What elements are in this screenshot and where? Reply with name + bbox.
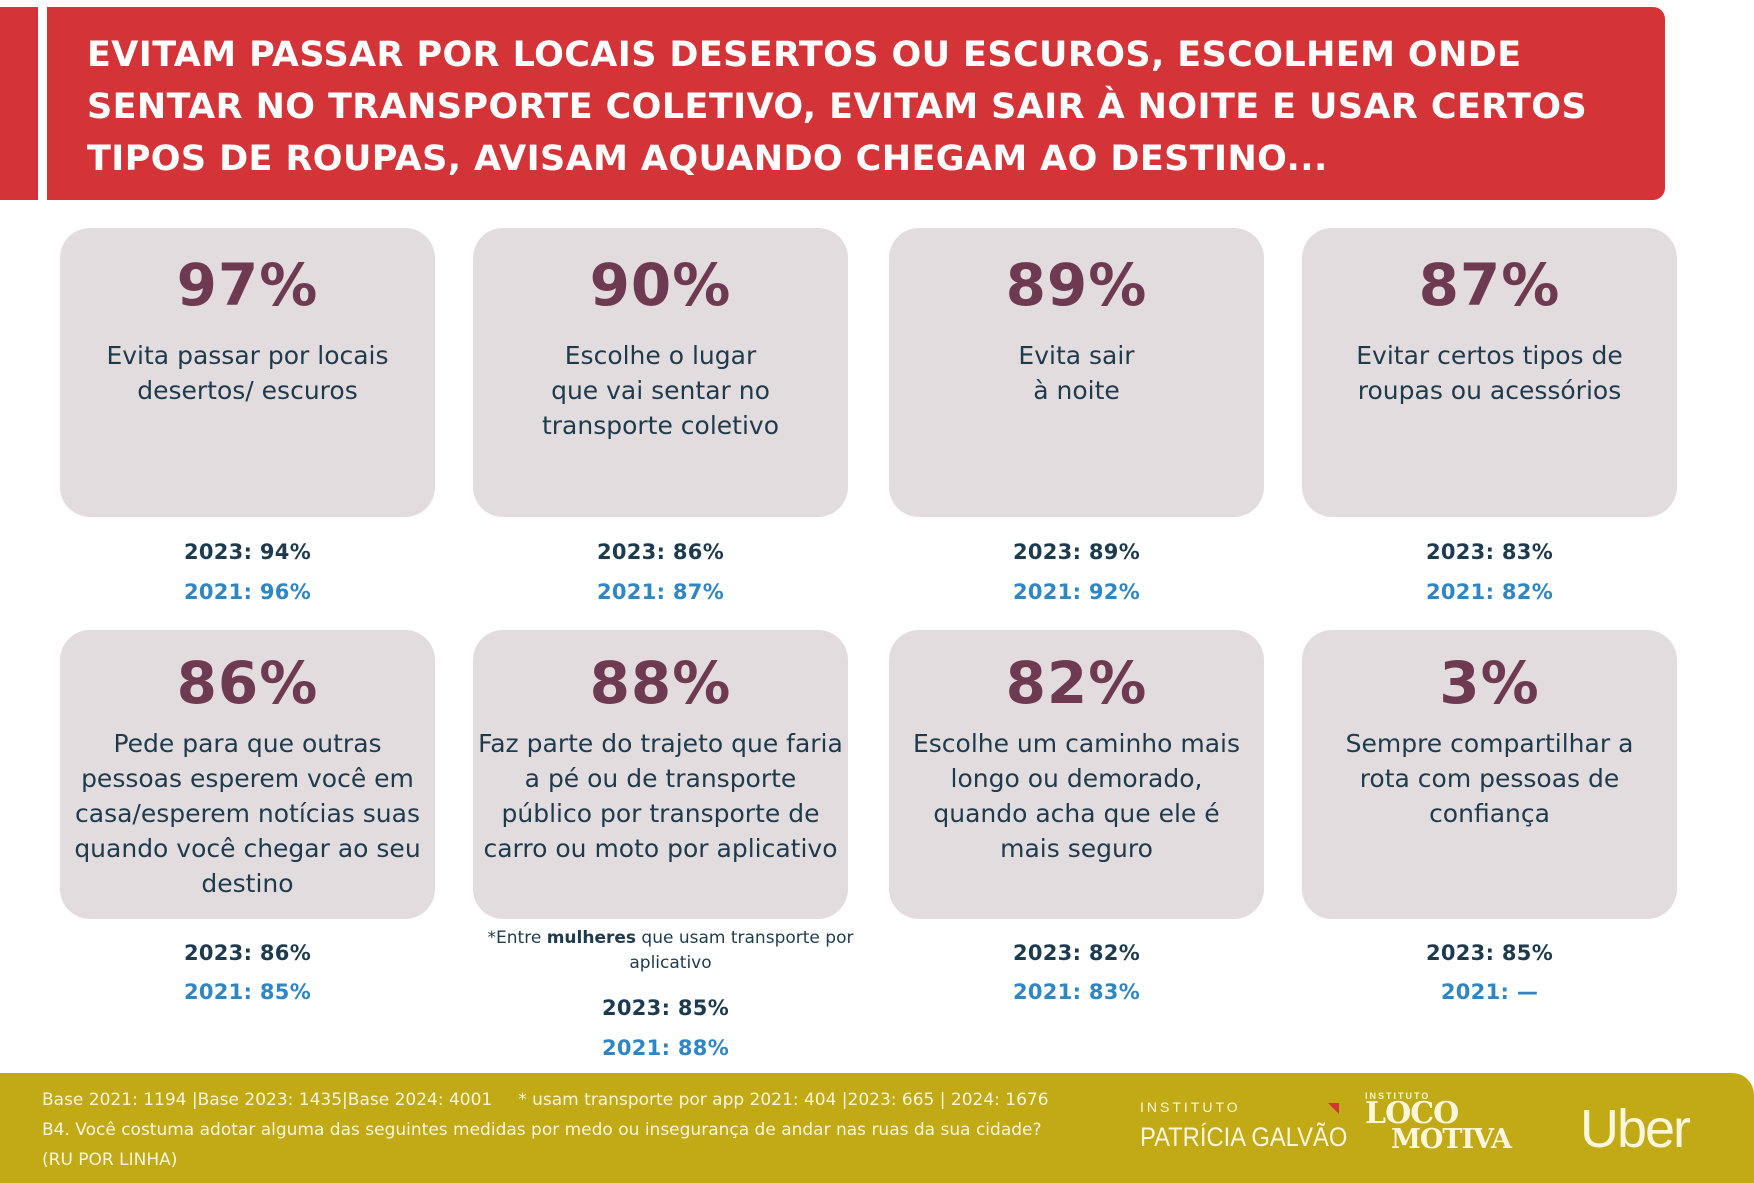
stat-description: Escolhe um caminho mais longo ou demorad… bbox=[912, 729, 1241, 863]
stat-percentage: 88% bbox=[589, 649, 732, 717]
header-banner: Evitam passar por locais desertos ou esc… bbox=[47, 7, 1665, 200]
year-2021-value: 2021: 82% bbox=[1425, 580, 1554, 604]
stat-card: 86% Pede para que outras pessoas esperem… bbox=[60, 630, 435, 919]
sample-bases: Base 2021: 1194 |Base 2023: 1435|Base 20… bbox=[42, 1090, 493, 1110]
stat-description: Evita passar por locais desertos/ escuro… bbox=[106, 341, 389, 405]
stat-card: 87% Evitar certos tipos de roupas ou ace… bbox=[1302, 228, 1677, 517]
footnote-prefix: *Entre bbox=[487, 928, 547, 948]
stat-percentage: 86% bbox=[176, 649, 319, 717]
stat-card: 88% Faz parte do trajeto que faria a pé … bbox=[473, 630, 848, 919]
stat-description: Evita sair à noite bbox=[1018, 341, 1135, 405]
year-2023-value: 2023: 82% bbox=[1012, 941, 1141, 965]
year-2021-value: 2021: 85% bbox=[183, 980, 312, 1004]
stat-percentage: 89% bbox=[1005, 251, 1148, 319]
year-2021-value: 2021: 88% bbox=[601, 1036, 730, 1060]
loco-logo-line1: LOCO bbox=[1365, 1096, 1459, 1131]
stat-card: 90% Escolhe o lugar que vai sentar no tr… bbox=[473, 228, 848, 517]
year-2021-value: 2021: — bbox=[1440, 980, 1539, 1004]
survey-note: (RU POR LINHA) bbox=[42, 1150, 178, 1170]
year-2023-value: 2023: 89% bbox=[1012, 540, 1141, 564]
footnote-suffix: que usam transporte por aplicativo bbox=[629, 928, 854, 973]
stat-card: 82% Escolhe um caminho mais longo ou dem… bbox=[889, 630, 1264, 919]
stat-card: 97% Evita passar por locais desertos/ es… bbox=[60, 228, 435, 517]
red-triangle-icon bbox=[1328, 1103, 1339, 1114]
stat-percentage: 82% bbox=[1005, 649, 1148, 717]
year-2023-value: 2023: 85% bbox=[1425, 941, 1554, 965]
pg-logo-name: PATRÍCIA GALVÃO bbox=[1140, 1122, 1348, 1152]
stat-percentage: 3% bbox=[1439, 649, 1540, 717]
year-2023-value: 2023: 86% bbox=[596, 540, 725, 564]
stat-card: 3% Sempre compartilhar a rota com pessoa… bbox=[1302, 630, 1677, 919]
stat-description: Sempre compartilhar a rota com pessoas d… bbox=[1345, 729, 1634, 828]
footer-band: Base 2021: 1194 |Base 2023: 1435|Base 20… bbox=[0, 1073, 1754, 1183]
banner-title: Evitam passar por locais desertos ou esc… bbox=[87, 35, 1588, 179]
footnote-bold: mulheres bbox=[546, 928, 637, 948]
stat-percentage: 97% bbox=[176, 251, 319, 319]
stat-percentage: 90% bbox=[589, 251, 732, 319]
stat-description: Faz parte do trajeto que faria a pé ou d… bbox=[478, 729, 843, 863]
year-2023-value: 2023: 94% bbox=[183, 540, 312, 564]
year-2023-value: 2023: 83% bbox=[1425, 540, 1554, 564]
loco-logo-line2: MOTIVA bbox=[1391, 1124, 1512, 1155]
pg-logo-small-text: INSTITUTO bbox=[1140, 1099, 1241, 1115]
stat-description: Escolhe o lugar que vai sentar no transp… bbox=[541, 341, 780, 440]
year-2021-value: 2021: 96% bbox=[183, 580, 312, 604]
instituto-patricia-galvao-logo: INSTITUTO PATRÍCIA GALVÃO bbox=[1140, 1099, 1376, 1153]
app-sample-bases: * usam transporte por app 2021: 404 |202… bbox=[518, 1090, 1049, 1110]
stat-description: Evitar certos tipos de roupas ou acessór… bbox=[1356, 341, 1623, 405]
year-2023-value: 2023: 85% bbox=[601, 996, 730, 1020]
stat-percentage: 87% bbox=[1418, 251, 1561, 319]
uber-logo: Uber bbox=[1580, 1099, 1691, 1159]
stat-card: 89% Evita sair à noite bbox=[889, 228, 1264, 517]
stat-description: Pede para que outras pessoas esperem voc… bbox=[74, 729, 421, 898]
year-2021-value: 2021: 87% bbox=[596, 580, 725, 604]
year-2023-value: 2023: 86% bbox=[183, 941, 312, 965]
loco-logo-small-text: INSTITUTO bbox=[1365, 1091, 1431, 1101]
footer-line-bases: Base 2021: 1194 |Base 2023: 1435|Base 20… bbox=[42, 1085, 1049, 1115]
instituto-locomotiva-logo: INSTITUTO LOCO MOTIVA bbox=[1365, 1091, 1512, 1155]
year-2021-value: 2021: 83% bbox=[1012, 980, 1141, 1004]
app-users-footnote: *Entre mulheres que usam transporte por … bbox=[473, 926, 868, 976]
year-2021-value: 2021: 92% bbox=[1012, 580, 1141, 604]
left-accent-strip bbox=[0, 7, 38, 200]
footer-notes: Base 2021: 1194 |Base 2023: 1435|Base 20… bbox=[42, 1085, 1049, 1175]
survey-question: B4. Você costuma adotar alguma das segui… bbox=[42, 1120, 1042, 1140]
